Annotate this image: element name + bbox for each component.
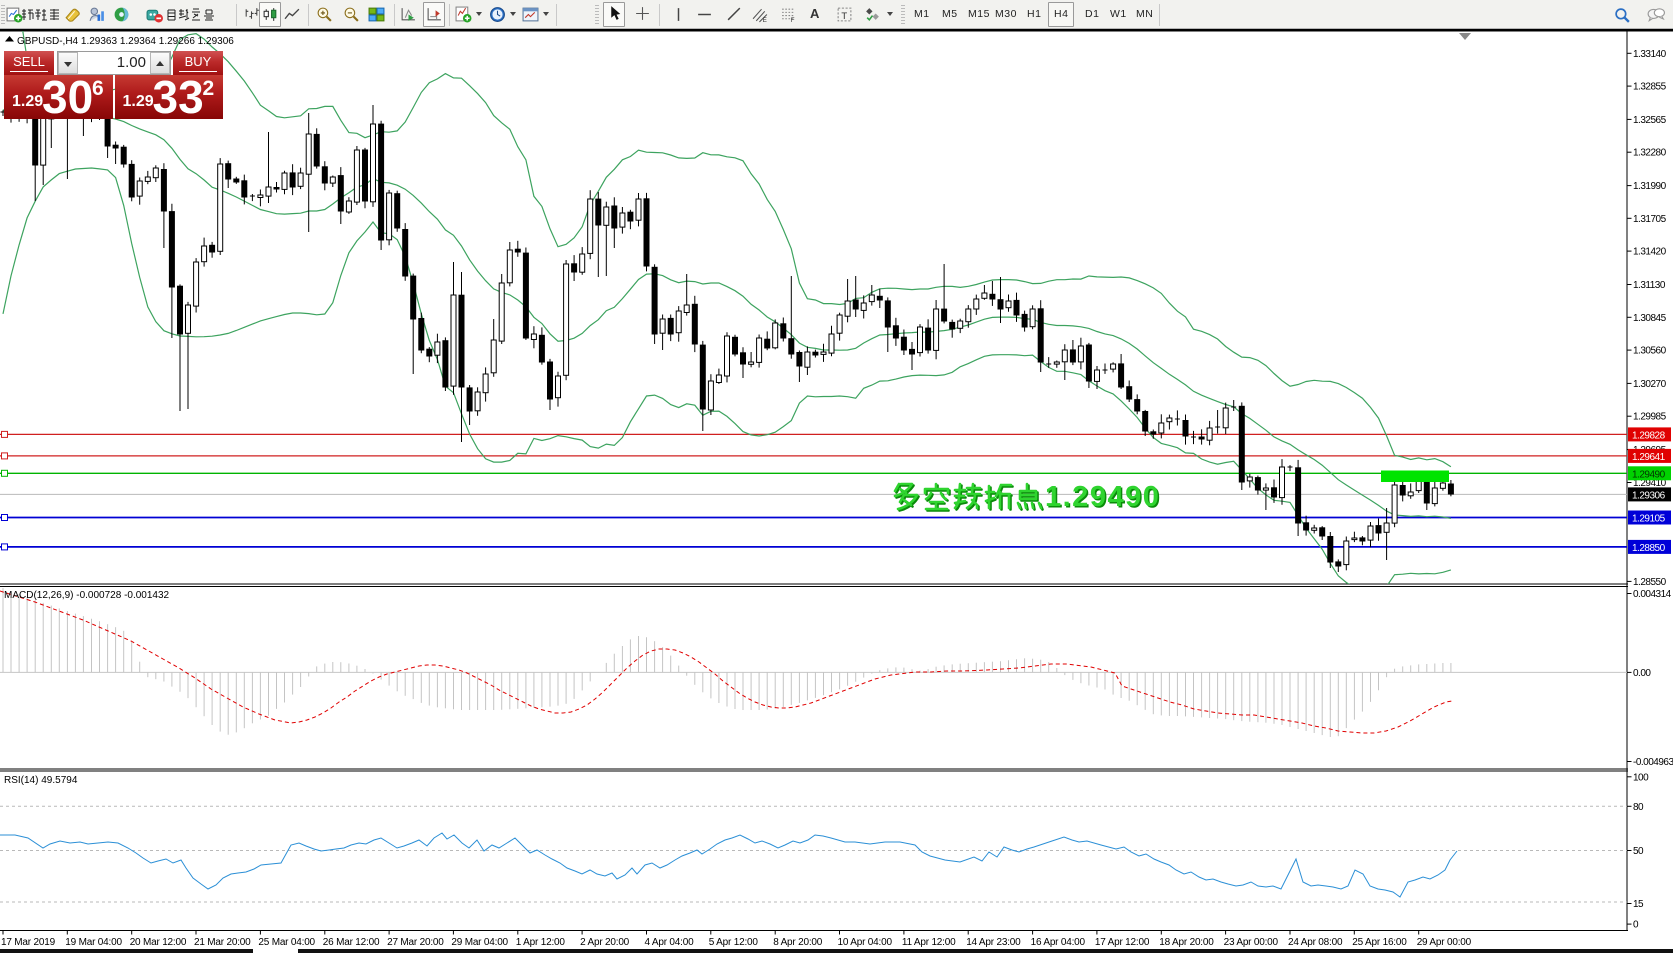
svg-text:1.33140: 1.33140 [1633,49,1667,60]
svg-text:E: E [763,17,767,23]
svg-text:1.30845: 1.30845 [1633,313,1667,324]
svg-text:16 Apr 04:00: 16 Apr 04:00 [1031,937,1086,948]
svg-text:1.29641: 1.29641 [1632,452,1666,463]
svg-text:15: 15 [1633,899,1644,910]
svg-text:1.29105: 1.29105 [1632,514,1666,525]
svg-text:19 Mar 04:00: 19 Mar 04:00 [65,937,122,948]
svg-text:1.29410: 1.29410 [1633,478,1667,489]
svg-text:80: 80 [1633,802,1644,813]
svg-text:29 Apr 00:00: 29 Apr 00:00 [1417,937,1472,948]
svg-text:1.28550: 1.28550 [1633,577,1667,588]
svg-text:1.31420: 1.31420 [1633,247,1667,258]
svg-text:23 Apr 00:00: 23 Apr 00:00 [1224,937,1279,948]
svg-text:4 Apr 04:00: 4 Apr 04:00 [645,937,695,948]
svg-text:11 Apr 12:00: 11 Apr 12:00 [902,937,956,948]
svg-text:17 Apr 12:00: 17 Apr 12:00 [1095,937,1150,948]
svg-text:18 Apr 20:00: 18 Apr 20:00 [1159,937,1214,948]
svg-text:0.004314: 0.004314 [1633,589,1672,600]
svg-text:1.30270: 1.30270 [1633,379,1667,390]
svg-text:1 Apr 12:00: 1 Apr 12:00 [516,937,566,948]
svg-text:50: 50 [1633,846,1644,857]
svg-text:0: 0 [1633,920,1639,931]
svg-text:20 Mar 12:00: 20 Mar 12:00 [130,937,187,948]
svg-text:29 Mar 04:00: 29 Mar 04:00 [451,937,508,948]
svg-text:1.29490: 1.29490 [1045,481,1160,513]
svg-text:8 Apr 20:00: 8 Apr 20:00 [773,937,823,948]
svg-text:2 Apr 20:00: 2 Apr 20:00 [580,937,630,948]
svg-text:1.32855: 1.32855 [1633,82,1667,93]
svg-text:RSI(14) 49.5794: RSI(14) 49.5794 [4,775,78,786]
svg-text:24 Apr 08:00: 24 Apr 08:00 [1288,937,1343,948]
svg-text:1.29828: 1.29828 [1632,430,1666,441]
svg-text:1.31990: 1.31990 [1633,181,1667,192]
svg-text:1.29490: 1.29490 [1632,469,1666,480]
svg-text:MACD(12,26,9) -0.000728 -0.001: MACD(12,26,9) -0.000728 -0.001432 [4,590,170,601]
svg-text:1.29985: 1.29985 [1633,412,1667,423]
svg-text:27 Mar 20:00: 27 Mar 20:00 [387,937,444,948]
svg-text:25 Mar 04:00: 25 Mar 04:00 [258,937,315,948]
svg-text:-0.004963: -0.004963 [1633,757,1673,768]
svg-text:17 Mar 2019: 17 Mar 2019 [1,937,56,948]
svg-text:1.28850: 1.28850 [1632,543,1666,554]
svg-text:100: 100 [1633,772,1649,783]
svg-text:1.32565: 1.32565 [1633,115,1667,126]
svg-text:10 Apr 04:00: 10 Apr 04:00 [838,937,893,948]
svg-text:14 Apr 23:00: 14 Apr 23:00 [966,937,1021,948]
svg-text:GBPUSD-,H4 1.29363 1.29364 1.: GBPUSD-,H4 1.29363 1.29364 1.29266 1.293… [17,36,234,47]
svg-text:F: F [791,17,795,23]
svg-text:1.29490: 1.29490 [1047,483,1162,515]
svg-text:0.00: 0.00 [1633,668,1651,679]
svg-text:T: T [841,11,847,22]
svg-text:1.30560: 1.30560 [1633,346,1667,357]
svg-text:25 Apr 16:00: 25 Apr 16:00 [1352,937,1407,948]
svg-text:1.31130: 1.31130 [1633,280,1666,291]
svg-text:5 Apr 12:00: 5 Apr 12:00 [709,937,759,948]
svg-text:1.32280: 1.32280 [1633,148,1667,159]
svg-text:21 Mar 20:00: 21 Mar 20:00 [194,937,251,948]
svg-text:26 Mar 12:00: 26 Mar 12:00 [323,937,380,948]
svg-text:1.31705: 1.31705 [1633,214,1667,225]
svg-text:1.29306: 1.29306 [1632,490,1666,501]
